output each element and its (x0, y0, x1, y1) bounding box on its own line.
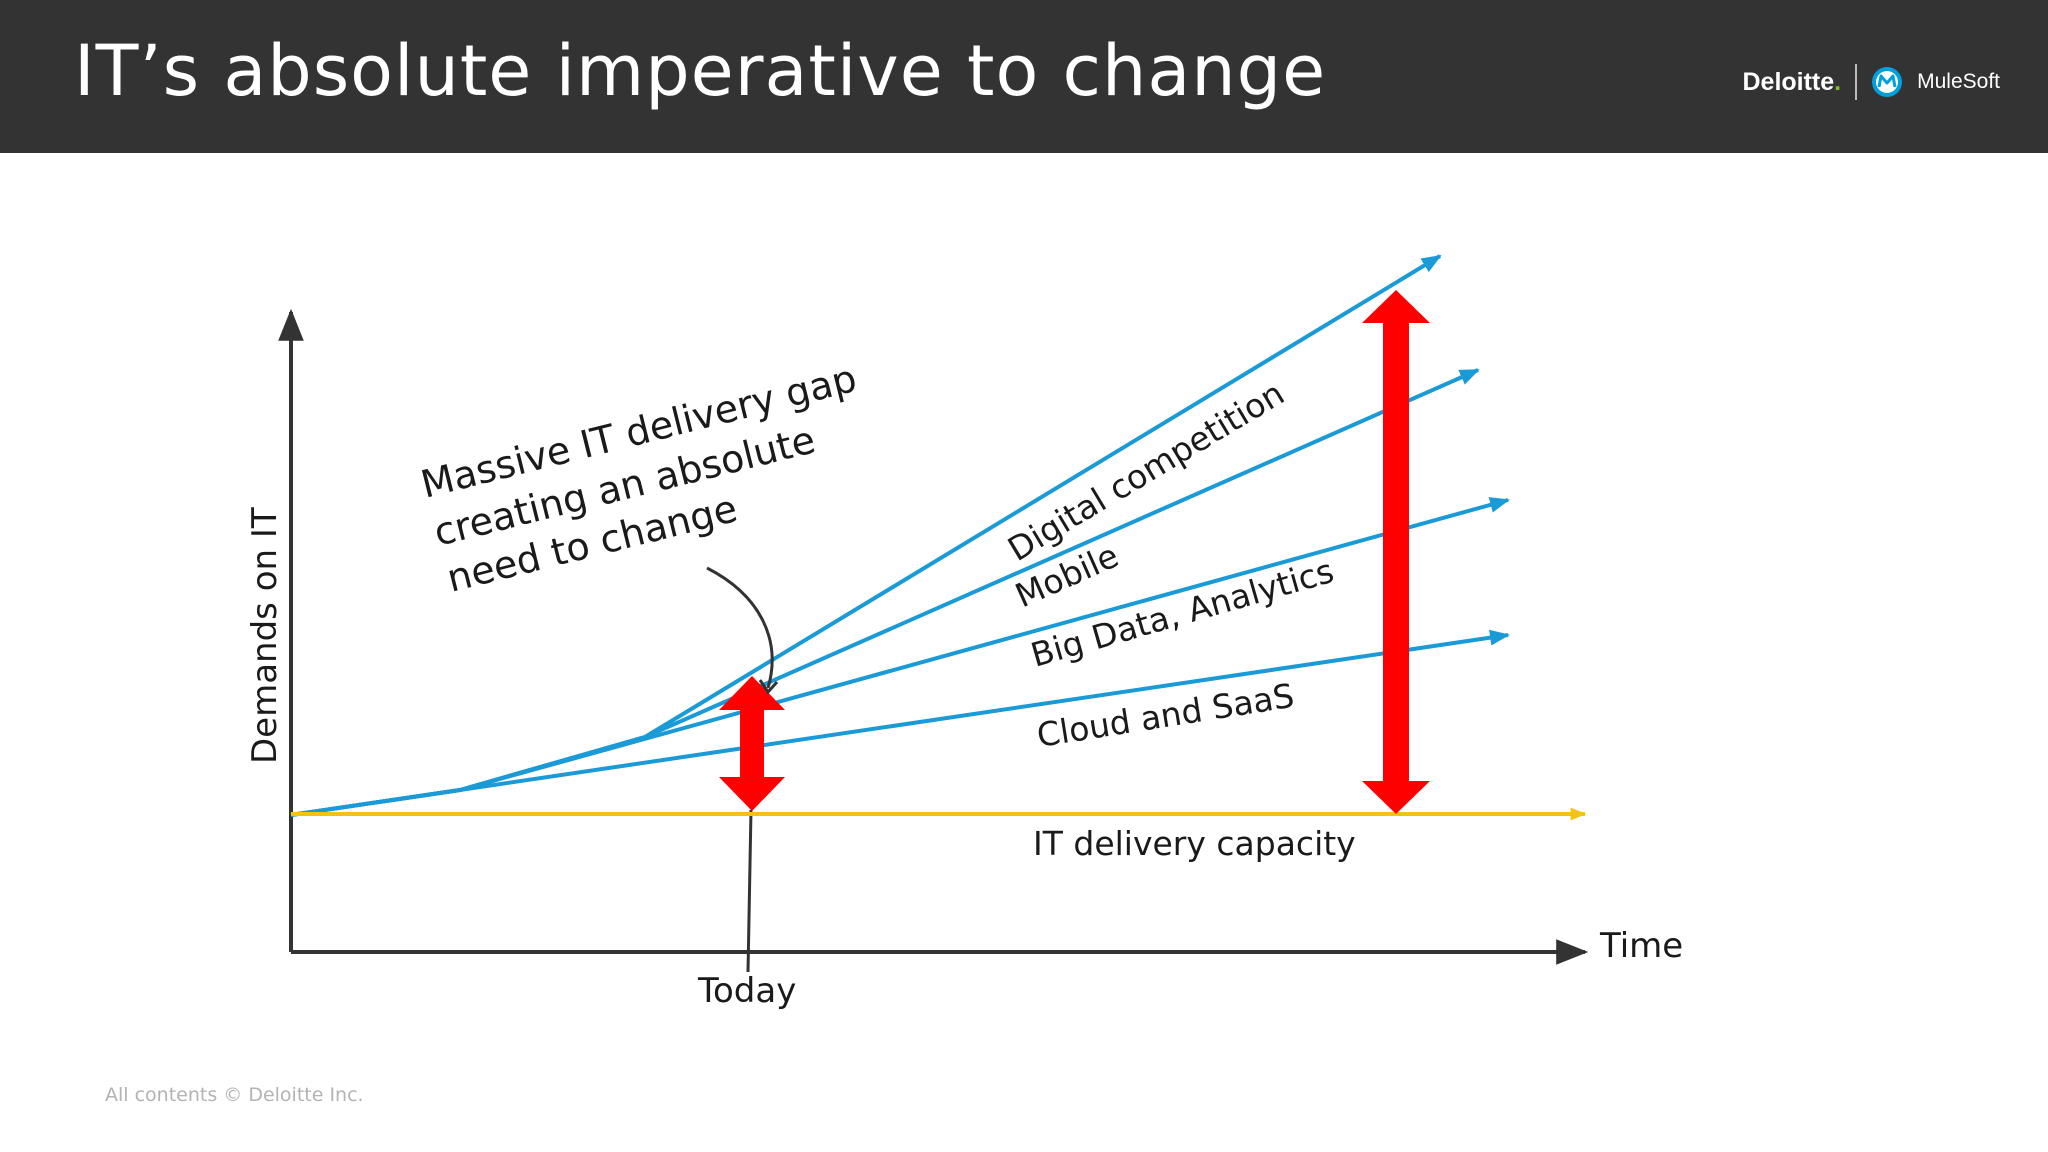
slide-header: IT’s absolute imperative to change Deloi… (0, 0, 2048, 153)
mulesoft-icon (1872, 67, 1903, 97)
deloitte-logo: Deloitte. (1742, 68, 1841, 97)
logo-group: Deloitte. MuleSoft (1742, 60, 2000, 104)
deloitte-logo-text: Deloitte (1742, 67, 1835, 96)
mulesoft-logo-text: MuleSoft (1917, 70, 2000, 93)
cloud-saas-line (290, 629, 1510, 817)
y-axis-label: Demands on IT (245, 507, 285, 764)
big-data-analytics-line (290, 497, 1510, 817)
future-gap-arrow (1362, 290, 1430, 814)
today-label: Today (697, 971, 796, 1011)
logo-separator (1855, 64, 1858, 100)
slide-title: IT’s absolute imperative to change (74, 30, 1327, 112)
it-delivery-capacity-label: IT delivery capacity (1033, 824, 1356, 863)
today-marker-line (746, 809, 753, 973)
today-gap-arrow (719, 676, 785, 811)
slide-footer: All contents © Deloitte Inc. (105, 1084, 364, 1106)
deloitte-logo-dot: . (1834, 67, 1842, 96)
x-axis-label: Time (1599, 926, 1683, 966)
callout-pointer-head (758, 679, 779, 695)
callout-pointer (706, 566, 774, 689)
